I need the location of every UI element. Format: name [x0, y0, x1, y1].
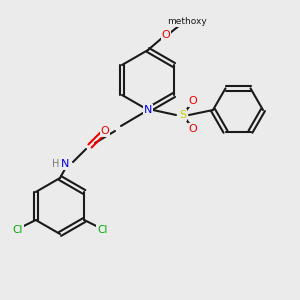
Text: O: O — [189, 96, 197, 106]
Text: H: H — [52, 159, 60, 169]
Text: S: S — [179, 110, 187, 120]
Text: N: N — [61, 159, 69, 169]
Text: methoxy: methoxy — [167, 17, 207, 26]
Text: N: N — [144, 105, 152, 115]
Text: O: O — [100, 126, 109, 136]
Text: O: O — [162, 30, 170, 40]
Text: Cl: Cl — [13, 225, 23, 235]
Text: O: O — [189, 124, 197, 134]
Text: Cl: Cl — [97, 225, 107, 235]
